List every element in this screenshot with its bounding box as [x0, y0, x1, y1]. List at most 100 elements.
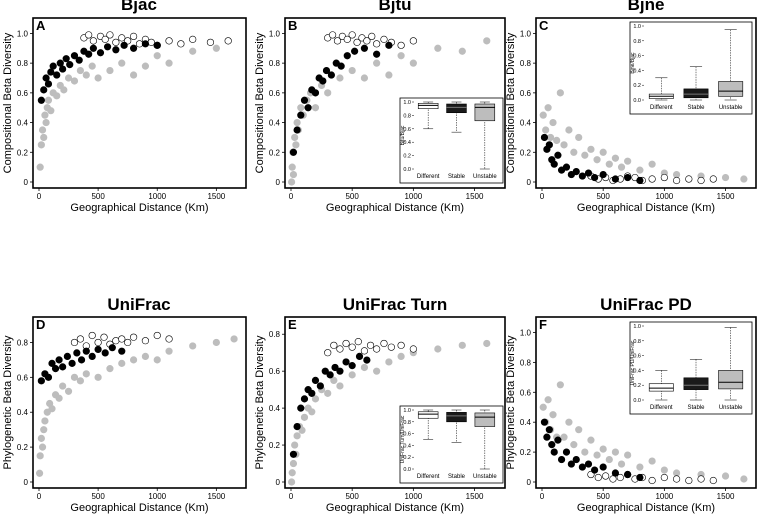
inset-y-tick-label: 0.4 [403, 443, 411, 449]
data-point-gray [141, 62, 150, 70]
data-point-gray [581, 448, 589, 456]
data-point-gray [48, 405, 56, 413]
data-point-black [56, 59, 64, 67]
data-point-gray [288, 478, 296, 486]
data-point-black [337, 62, 345, 70]
data-point-open [360, 347, 369, 355]
x-tick-label: 500 [91, 492, 105, 501]
data-point-gray [189, 47, 197, 55]
y-tick-label: 0.8 [17, 338, 29, 347]
data-point-black [293, 126, 301, 134]
data-point-black [599, 170, 607, 179]
data-point-open [153, 331, 161, 340]
data-point-black [636, 176, 644, 185]
data-point-gray [611, 448, 620, 456]
inset-category-label: Unstable [719, 105, 743, 111]
data-point-black [75, 56, 83, 64]
data-point-gray [60, 86, 68, 94]
data-point-open [648, 476, 656, 485]
data-point-open [206, 38, 215, 46]
data-point-open [387, 343, 395, 351]
data-point-open [348, 343, 356, 351]
data-point-black [300, 96, 309, 104]
data-point-gray [544, 104, 552, 112]
data-point-gray [41, 111, 49, 119]
y-tick-label: 1.0 [520, 29, 532, 38]
data-point-gray [288, 469, 296, 477]
panel-title: Bjtu [378, 0, 411, 14]
inset-y-tick-label: 0.6 [633, 354, 641, 360]
data-point-open [609, 475, 617, 483]
y-tick-label: 0.4 [520, 119, 532, 128]
data-point-black [572, 168, 580, 176]
inset-y-tick-label: 1.0 [633, 24, 641, 30]
data-point-black [343, 52, 351, 60]
x-tick-label: 1000 [148, 192, 166, 201]
data-point-black [554, 151, 562, 159]
inset-y-tick-label: 0.2 [633, 383, 641, 389]
inset-y-tick-label: 0.8 [633, 339, 641, 345]
data-point-black [543, 433, 551, 441]
data-point-gray [385, 71, 393, 79]
data-point-open [118, 335, 126, 343]
data-point-gray [542, 126, 550, 134]
inset-frame [629, 321, 753, 415]
data-point-gray [483, 339, 491, 348]
data-point-gray [293, 118, 301, 127]
data-point-gray [47, 107, 55, 115]
x-tick-label: 1500 [207, 192, 225, 201]
y-tick-label: 0.2 [520, 148, 532, 157]
y-tick-label: 0.6 [269, 367, 281, 376]
data-point-gray [129, 356, 138, 364]
data-point-open [342, 339, 350, 348]
y-tick-label: 0.6 [17, 89, 29, 98]
data-point-gray [88, 62, 96, 70]
data-point-black [342, 358, 350, 366]
x-tick-label: 500 [91, 192, 105, 201]
data-point-open [685, 175, 693, 183]
data-point-open [348, 31, 356, 39]
data-point-black [611, 469, 620, 477]
x-axis-label: Geographical Distance (Km) [326, 502, 464, 514]
data-point-gray [293, 432, 301, 440]
data-point-black [68, 359, 76, 367]
inset-y-tick-label: 1.0 [403, 408, 411, 414]
x-tick-label: 1000 [655, 492, 673, 501]
data-point-gray [64, 387, 73, 395]
data-point-black [316, 382, 324, 390]
data-point-gray [36, 163, 44, 171]
data-point-black [557, 455, 566, 464]
inset-category-label: Stable [687, 105, 705, 111]
inset-category-label: Unstable [473, 174, 497, 180]
inset-y-tick-label: 0.4 [633, 368, 641, 374]
inset-y-tick-label: 0.2 [403, 455, 411, 461]
x-tick-label: 500 [596, 492, 610, 501]
inset-y-label: UniFrac Turn/UniFrac [400, 415, 406, 463]
data-point-gray [324, 389, 332, 397]
x-tick-label: 1000 [404, 192, 422, 201]
inset-category-label: Different [417, 474, 440, 480]
plot-frame [284, 316, 506, 489]
data-point-gray [593, 451, 601, 459]
data-point-black [360, 44, 369, 52]
x-tick-label: 1000 [655, 192, 673, 201]
data-point-black [584, 169, 593, 177]
data-point-black [591, 466, 599, 474]
data-point-gray [94, 74, 102, 82]
data-point-gray [38, 126, 47, 134]
x-tick-label: 0 [540, 192, 545, 201]
data-point-black [567, 460, 575, 468]
x-tick-label: 1500 [717, 192, 735, 201]
data-point-black [550, 448, 558, 456]
inset-y-tick-label: 0.0 [633, 98, 641, 104]
data-point-black [88, 352, 96, 361]
data-point-gray [553, 136, 561, 144]
data-point-gray [556, 381, 564, 389]
data-point-black [129, 44, 138, 52]
data-point-black [331, 363, 339, 372]
x-tick-label: 0 [289, 492, 294, 501]
y-tick-label: 0.8 [520, 59, 532, 68]
data-point-black [308, 389, 316, 397]
data-point-black [584, 460, 593, 468]
